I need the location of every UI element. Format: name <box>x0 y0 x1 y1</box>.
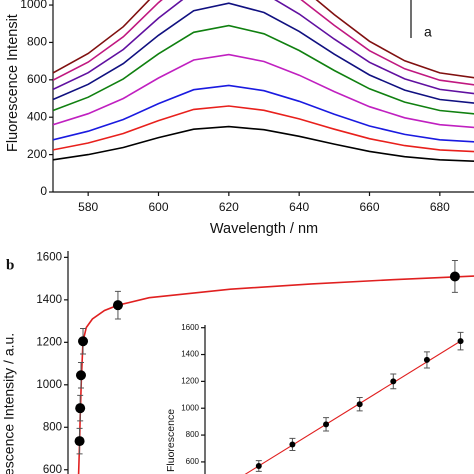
y-tick-label: 1200 <box>181 376 199 385</box>
spectrum-line <box>53 105 474 153</box>
x-tick-label: 680 <box>430 200 450 214</box>
y-axis-label: escence Intensity / a.u. <box>1 333 17 474</box>
plot-area <box>244 331 464 474</box>
y-tick-label: 400 <box>27 109 47 123</box>
y-tick-label: 1000 <box>181 403 199 412</box>
data-point <box>75 403 86 414</box>
y-axis-label: Fluorescence <box>165 409 177 472</box>
data-point <box>78 336 89 347</box>
y-tick-label: 600 <box>27 72 47 86</box>
spectrum-line <box>53 0 474 86</box>
spectrum-line <box>53 24 474 115</box>
y-tick-label: 1200 <box>36 336 62 348</box>
fit-line <box>244 340 461 474</box>
data-point <box>323 421 330 428</box>
y-tick-label: 1000 <box>20 0 47 11</box>
y-tick-label: 1400 <box>181 350 199 359</box>
data-point <box>423 356 430 363</box>
data-point <box>289 441 296 448</box>
data-point <box>356 401 363 408</box>
data-point <box>75 370 86 381</box>
spectrum-line <box>53 125 474 162</box>
panel-label: b <box>6 257 14 273</box>
y-tick-label: 600 <box>186 457 200 466</box>
y-tick-label: 1400 <box>36 294 62 306</box>
spectrum-line <box>53 0 474 79</box>
y-tick-label: 800 <box>43 421 62 433</box>
data-point <box>390 378 397 385</box>
y-tick-label: 1000 <box>36 379 62 391</box>
y-tick-label: 800 <box>186 430 200 439</box>
spectrum-line <box>53 2 474 104</box>
annotation: a <box>424 24 432 40</box>
x-tick-label: 640 <box>289 200 309 214</box>
x-tick-label: 600 <box>148 200 168 214</box>
spectrum-line <box>53 84 474 143</box>
data-point <box>255 462 262 469</box>
y-tick-label: 200 <box>27 147 47 161</box>
y-tick-label: 800 <box>27 35 47 49</box>
y-tick-label: 1600 <box>181 323 199 332</box>
data-point <box>457 338 464 345</box>
plot-area <box>74 260 474 474</box>
data-point <box>449 271 460 282</box>
spectrum-line <box>53 0 474 95</box>
y-tick-label: 600 <box>43 464 62 474</box>
x-tick-label: 660 <box>359 200 379 214</box>
x-tick-label: 580 <box>78 200 98 214</box>
y-axis-label: Fluorescence Intensit <box>5 14 21 152</box>
x-axis-label: Wavelength / nm <box>210 221 318 237</box>
fit-line <box>77 275 474 474</box>
y-tick-label: 0 <box>40 184 47 198</box>
plot-area <box>53 0 474 162</box>
spectrum-line <box>53 53 474 129</box>
data-point <box>74 436 85 447</box>
x-tick-label: 620 <box>219 200 239 214</box>
data-point <box>112 300 123 311</box>
y-tick-label: 1600 <box>36 251 62 263</box>
